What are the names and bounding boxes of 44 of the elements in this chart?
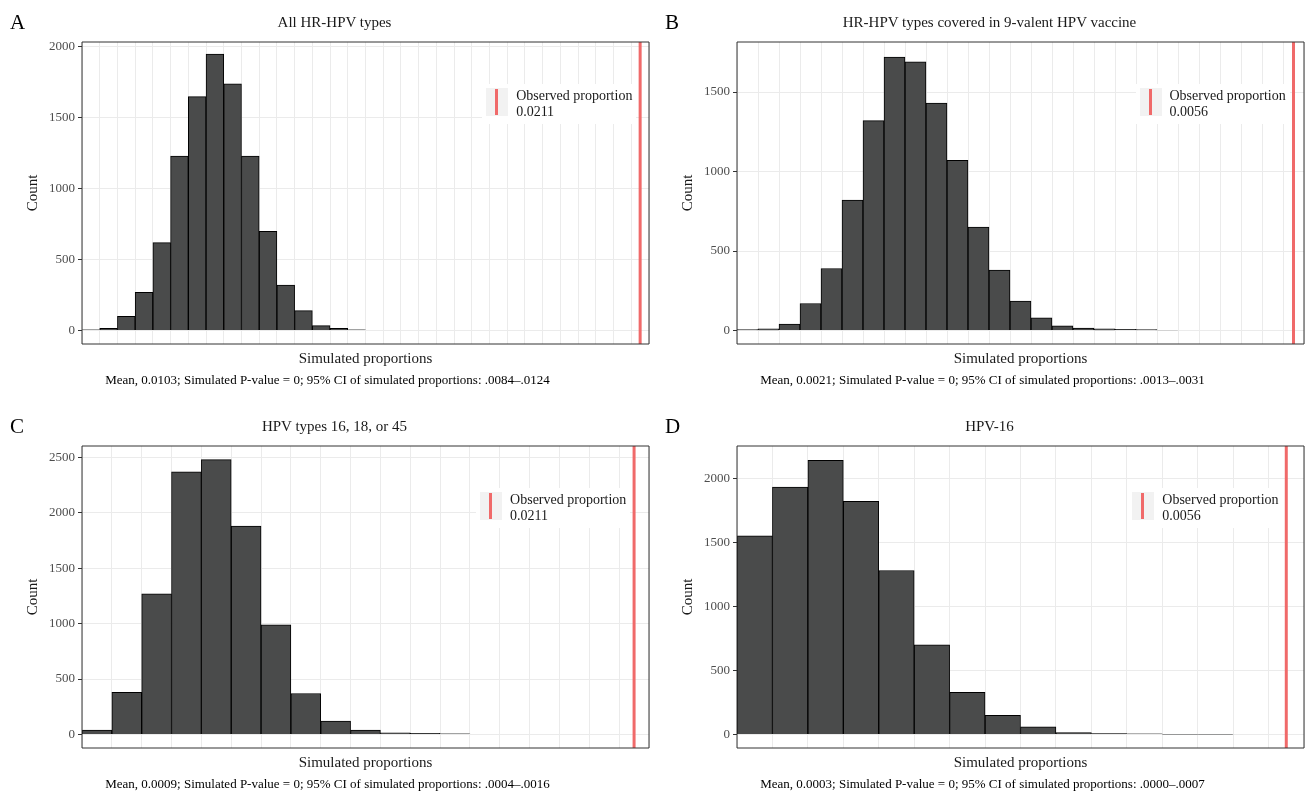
- y-tick-label: 0: [68, 321, 75, 337]
- y-tick-label: 0: [723, 321, 730, 337]
- y-tick-label: 1500: [49, 559, 75, 575]
- text: C: [10, 414, 25, 439]
- y-tick-label: 500: [55, 670, 75, 686]
- x-axis-title: Simulated proportions: [953, 753, 1088, 770]
- chart-title: HPV-16: [965, 417, 1015, 434]
- y-tick-label: 0: [68, 725, 75, 741]
- text: Observed proportion 0.0211: [510, 492, 627, 523]
- y-tick-label: 2000: [49, 504, 75, 520]
- text: Mean, 0.0021; Simulated P-value = 0; 95% CI of simulated proportions: .0013–.0031: [759, 372, 1206, 388]
- text: Observed proportion 0.0211: [516, 88, 633, 119]
- text: A: [10, 10, 26, 35]
- x-axis-title: Simulated proportions: [298, 753, 433, 770]
- text: Observed proportion 0.0056: [1169, 88, 1286, 119]
- y-axis-title: Count: [678, 577, 695, 616]
- y-axis-title: Count: [23, 173, 40, 212]
- y-tick-label: 1500: [704, 83, 730, 99]
- text: B: [665, 10, 680, 35]
- y-tick-label: 2500: [49, 448, 75, 464]
- y-tick-label: 1500: [704, 533, 730, 549]
- y-tick-label: 1000: [49, 615, 75, 631]
- text: Observed proportion 0.0056: [1162, 492, 1279, 523]
- text: D: [665, 414, 681, 439]
- y-axis-title: Count: [23, 577, 40, 616]
- text: Mean, 0.0003; Simulated P-value = 0; 95% CI of simulated proportions: .0000–.0007: [759, 776, 1206, 792]
- y-tick-label: 1500: [49, 109, 75, 125]
- y-tick-label: 1000: [704, 162, 730, 178]
- y-tick-label: 500: [710, 242, 730, 258]
- y-tick-label: 2000: [49, 38, 75, 54]
- y-axis-title: Count: [678, 173, 695, 212]
- text: Mean, 0.0103; Simulated P-value = 0; 95% CI of simulated proportions: .0084–.0124: [104, 372, 551, 388]
- x-axis-title: Simulated proportions: [953, 349, 1088, 366]
- text: Mean, 0.0009; Simulated P-value = 0; 95% CI of simulated proportions: .0004–.0016: [104, 776, 551, 792]
- y-tick-label: 1000: [49, 180, 75, 196]
- y-tick-label: 500: [710, 661, 730, 677]
- y-tick-label: 500: [55, 251, 75, 267]
- y-tick-label: 1000: [704, 597, 730, 613]
- chart-title: All HR-HPV types: [277, 13, 392, 30]
- chart-title: HR-HPV types covered in 9-valent HPV vaccine: [842, 13, 1137, 30]
- x-axis-title: Simulated proportions: [298, 349, 433, 366]
- chart-title: HPV types 16, 18, or 45: [261, 417, 408, 434]
- y-tick-label: 2000: [704, 469, 730, 485]
- y-tick-label: 0: [723, 725, 730, 741]
